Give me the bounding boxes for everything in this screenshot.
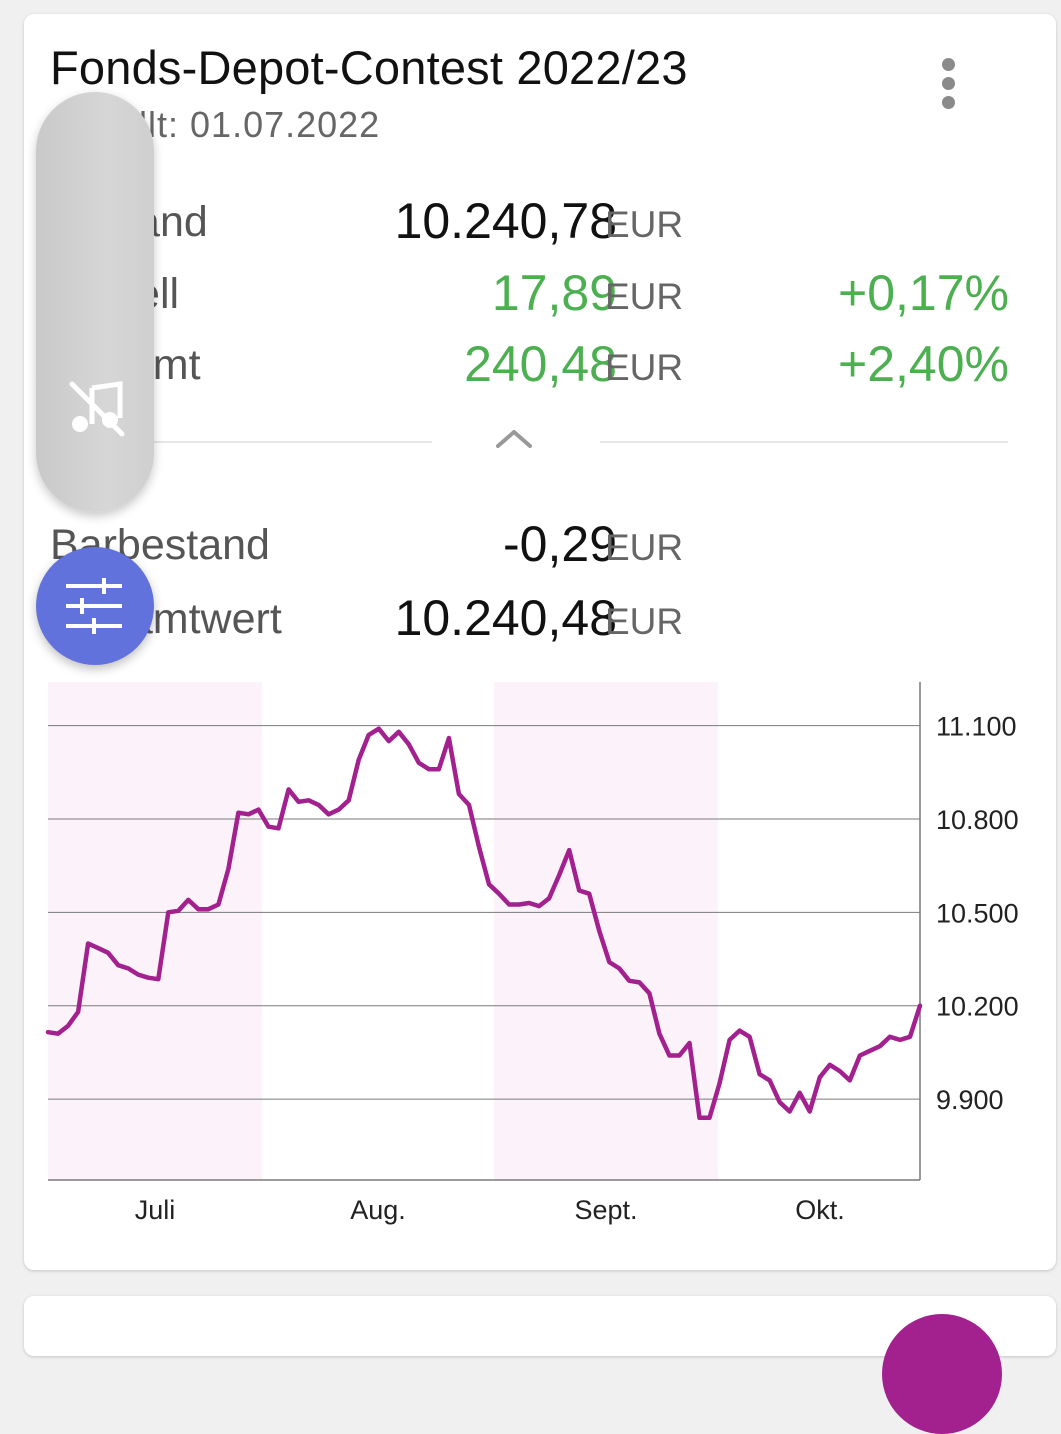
aktuell-value: 17,89	[491, 265, 617, 321]
aktuell-percent: +0,17%	[838, 265, 1009, 321]
y-tick-label: 10.200	[936, 992, 1019, 1022]
bestand-unit: EUR	[605, 204, 684, 245]
divider-right	[600, 441, 1008, 443]
y-tick-label: 9.900	[936, 1085, 1004, 1115]
bestand-value: 10.240,78	[394, 193, 617, 249]
month-band-1	[494, 682, 718, 1180]
y-tick-label: 10.800	[936, 805, 1019, 835]
gesamt-unit: EUR	[605, 347, 684, 388]
gesamtwert-value: 10.240,48	[394, 590, 617, 646]
chevron-up-icon[interactable]	[494, 424, 534, 454]
card-title: Fonds-Depot-Contest 2022/23	[50, 41, 688, 94]
filter-fab[interactable]	[36, 547, 154, 665]
music-off-icon[interactable]	[66, 378, 126, 438]
aktuell-unit: EUR	[605, 276, 684, 317]
x-tick-label: Okt.	[795, 1195, 845, 1225]
x-tick-label: Aug.	[350, 1195, 406, 1225]
gesamt-percent: +2,40%	[838, 336, 1009, 392]
x-tick-label: Juli	[135, 1195, 176, 1225]
month-band-0	[48, 682, 262, 1180]
gesamt-value: 240,48	[464, 336, 617, 392]
divider-left	[125, 441, 432, 443]
barbestand-unit: EUR	[605, 527, 684, 568]
y-tick-label: 11.100	[936, 712, 1017, 742]
next-card-fab[interactable]	[882, 1314, 1002, 1434]
gesamtwert-unit: EUR	[605, 601, 684, 642]
value-chart: 9.900 10.200 10.500 10.800 11.100 Juli Aug. Se…	[45, 682, 1019, 1225]
more-vert-icon[interactable]	[936, 58, 960, 114]
x-tick-label: Sept.	[574, 1195, 637, 1225]
y-tick-label: 10.500	[936, 898, 1019, 928]
value-line-series	[45, 726, 923, 1121]
barbestand-value: -0,29	[503, 516, 617, 572]
floating-media-pill[interactable]	[36, 92, 154, 512]
tune-sliders-icon	[66, 578, 122, 634]
